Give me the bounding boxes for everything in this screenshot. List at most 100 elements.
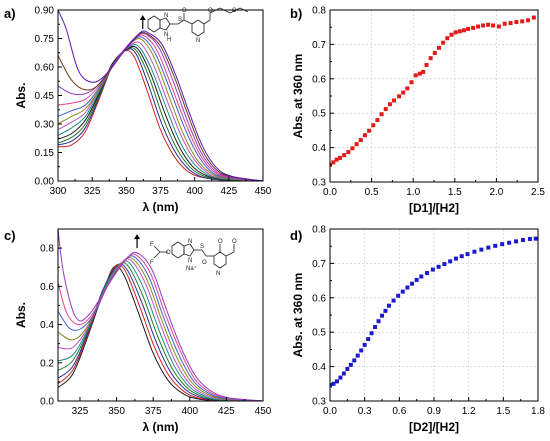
- y-tick-label-b: 0.6: [312, 74, 326, 85]
- y-axis-title-a: Abs.: [14, 82, 28, 108]
- y-tick-label-a: 0.45: [35, 91, 55, 102]
- series-line-c-2: [58, 263, 263, 401]
- y-tick-label-b: 0.8: [312, 6, 326, 17]
- series-line-c-10: [58, 229, 263, 401]
- data-point-b: [362, 133, 367, 138]
- data-point-d: [366, 337, 371, 342]
- structure-c-atom: O: [166, 250, 171, 256]
- structure-c-atom: O: [218, 239, 223, 245]
- data-point-b: [531, 15, 536, 20]
- y-tick-label-a: 0.60: [35, 63, 55, 74]
- data-point-b: [491, 23, 496, 28]
- data-point-d: [472, 249, 477, 254]
- data-point-d: [527, 236, 532, 241]
- data-point-d: [500, 242, 505, 247]
- data-point-b: [397, 94, 402, 99]
- data-point-b: [354, 142, 359, 147]
- y-tick-label-d: 0.5: [312, 328, 326, 339]
- plot-area-c: [58, 229, 263, 401]
- data-point-b: [432, 51, 437, 55]
- series-line-a-5: [58, 44, 263, 181]
- data-point-d: [410, 281, 415, 286]
- data-point-d: [396, 293, 401, 298]
- data-point-d: [362, 342, 367, 347]
- x-axis-title-a: λ (nm): [143, 200, 179, 214]
- y-axis-title-c: Abs.: [14, 302, 28, 328]
- data-point-d: [448, 259, 453, 264]
- y-tick-label-b: 0.4: [312, 143, 326, 154]
- data-point-b: [392, 98, 397, 103]
- x-tick-label-d: 1.2: [462, 406, 476, 417]
- series-line-c-5: [58, 260, 263, 401]
- y-tick-label-c: 0.4: [40, 320, 54, 331]
- data-point-d: [352, 358, 357, 363]
- structure-c: F F O N N Na⁺ S O N O O: [150, 239, 237, 277]
- panel-label-a: a): [4, 6, 16, 21]
- series-line-c-7: [58, 256, 263, 401]
- data-point-b: [405, 86, 410, 91]
- data-point-d: [514, 239, 519, 244]
- data-point-d: [507, 240, 512, 245]
- structure-c-atom: N: [188, 239, 192, 245]
- data-point-b: [375, 118, 380, 123]
- panel-b: b) 0.0 0.5 1.0 1.5 2.0 2.5 0.3 0.4 0.5 0.6 0.7 0.8 [D…: [290, 6, 545, 216]
- y-tick-label-c: 0.2: [40, 358, 54, 369]
- data-point-d: [419, 274, 424, 279]
- plot-area-a: [58, 10, 263, 181]
- data-point-b: [334, 157, 339, 162]
- x-tick-label-b: 2.0: [489, 187, 503, 198]
- data-point-b: [367, 128, 372, 133]
- data-point-b: [346, 150, 351, 155]
- series-line-c-6: [58, 258, 263, 401]
- data-point-b: [514, 20, 519, 25]
- structure-c-atom: S: [200, 244, 204, 250]
- y-tick-label-a: 0.90: [35, 6, 55, 17]
- data-point-b: [441, 40, 446, 45]
- data-point-b: [421, 69, 426, 74]
- data-point-d: [380, 313, 384, 318]
- data-point-d: [453, 256, 458, 261]
- structure-a-atom: H: [167, 37, 171, 43]
- plot-frame-a: [57, 9, 264, 182]
- y-tick-label-c: 0.6: [40, 282, 54, 293]
- y-tick-label-d: 0.7: [312, 259, 326, 270]
- series-line-a-2: [58, 48, 263, 181]
- plot-area-b: [330, 15, 536, 167]
- x-tick-label-c: 450: [255, 406, 272, 417]
- y-tick-label-d: 0.3: [312, 397, 326, 408]
- y-tick-label-d: 0.8: [312, 225, 326, 236]
- structure-c-atom: Na⁺: [186, 265, 197, 272]
- series-line-a-9: [58, 34, 263, 181]
- y-tick-label-a: 0.00: [35, 177, 55, 188]
- arrow-head-a: [139, 15, 146, 20]
- y-tick-label-b: 0.3: [312, 178, 326, 189]
- x-tick-label-d: 0.6: [392, 406, 406, 417]
- data-point-d: [376, 319, 381, 324]
- structure-c-atom: F: [150, 260, 154, 266]
- data-point-b: [481, 23, 486, 28]
- data-point-d: [331, 381, 336, 386]
- series-line-a-11: [58, 31, 263, 181]
- y-tick-label-b: 0.5: [312, 109, 326, 120]
- x-tick-label-a: 325: [84, 186, 101, 197]
- x-tick-label-c: 375: [145, 406, 162, 417]
- x-tick-label-b: 0.5: [365, 187, 379, 198]
- data-point-b: [417, 71, 422, 76]
- x-tick-label-a: 400: [186, 186, 203, 197]
- x-tick-label-a: 300: [50, 186, 67, 197]
- x-tick-label-a: 425: [220, 186, 237, 197]
- structure-c-atom: O: [202, 260, 207, 266]
- series-line-c-1: [58, 265, 263, 401]
- x-tick-label-b: 2.5: [531, 187, 545, 198]
- x-tick-label-a: 450: [255, 186, 272, 197]
- data-point-d: [334, 379, 339, 384]
- series-line-a-10: [58, 32, 263, 181]
- data-point-d: [405, 285, 410, 290]
- data-point-b: [508, 21, 513, 26]
- y-tick-label-d: 0.4: [312, 362, 326, 373]
- data-point-b: [379, 112, 384, 117]
- arrow-head-c: [134, 234, 141, 240]
- panel-d: d)0.0 0.3 0.6 0.9 1.2 1.5 1.80.30.40.50.60.70.…: [290, 225, 545, 435]
- panel-label-c: c): [4, 228, 16, 243]
